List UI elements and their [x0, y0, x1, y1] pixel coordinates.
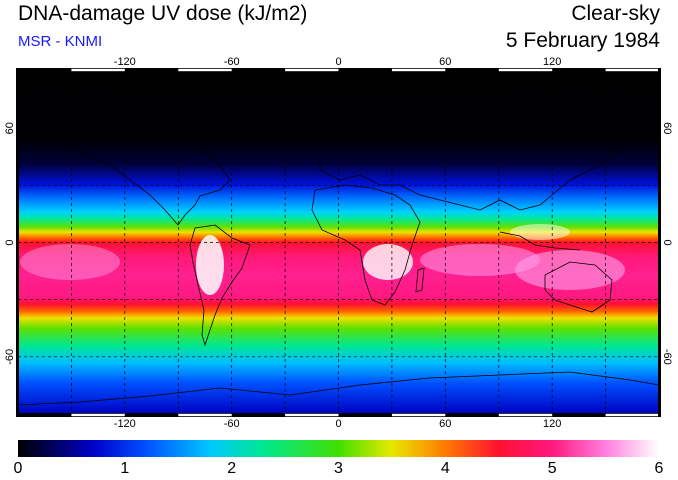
coast-south-america	[189, 224, 251, 347]
coastlines	[18, 94, 659, 406]
coast-greenland	[249, 94, 301, 131]
uv-highlights	[20, 224, 625, 295]
frame-bottom-gap	[605, 413, 659, 417]
source-label: MSR - KNMI	[18, 33, 103, 50]
lat-label-left-60: 60	[4, 122, 16, 134]
lat-label-right-0: 0	[661, 239, 673, 245]
frame-bottom-gap	[498, 413, 553, 417]
frame-top-gap	[605, 68, 659, 72]
lon-label-top-minus60: -60	[224, 56, 240, 68]
uv-dose-map: -120 -60 0 60 120 -120 -60 0 60 120 60 0…	[4, 56, 673, 430]
uv-peak-indonesia	[510, 224, 570, 240]
axis-labels: -120 -60 0 60 120 -120 -60 0 60 120 60 0…	[4, 56, 673, 430]
frame-bottom-gap	[178, 413, 232, 417]
coast-indonesia	[499, 231, 581, 251]
coast-antarctica	[18, 371, 659, 406]
frame-bottom-gap	[71, 413, 125, 417]
lat-label-right-60: 60	[661, 122, 673, 134]
colorbar-label: 1	[120, 460, 130, 477]
lon-label-top-0: 0	[335, 56, 341, 68]
coast-australia	[544, 261, 613, 313]
coast-madagascar	[415, 267, 425, 293]
uv-peak-africa	[363, 244, 413, 280]
lon-label-bottom-minus60: -60	[224, 418, 240, 430]
frame-bottom-gap	[285, 413, 339, 417]
lon-label-top-60: 60	[439, 56, 451, 68]
lon-label-bottom-minus120: -120	[114, 418, 136, 430]
lon-label-top-120: 120	[543, 56, 561, 68]
frame-top-gap	[391, 68, 446, 72]
colorbar	[18, 440, 659, 457]
sky-condition-label: Clear-sky	[571, 2, 660, 25]
date-label: 5 February 1984	[505, 29, 660, 52]
frame-top-gap	[285, 68, 339, 72]
lon-label-top-minus120: -120	[114, 56, 136, 68]
lat-label-left-minus60: -60	[4, 349, 16, 365]
frame-top-gap	[498, 68, 553, 72]
coast-europe-asia	[319, 124, 621, 211]
frame-top-gap	[71, 68, 125, 72]
colorbar-label: 5	[547, 460, 557, 477]
graticule	[18, 71, 659, 414]
frame-bottom-gap	[391, 413, 446, 417]
colorbar-label: 2	[227, 460, 237, 477]
uv-peak-pacific	[20, 244, 120, 280]
frame-left-bar	[16, 68, 19, 417]
frame-top-gap	[178, 68, 232, 72]
coast-north-america	[69, 127, 231, 226]
colorbar-label: 4	[440, 460, 450, 477]
lon-label-bottom-60: 60	[439, 418, 451, 430]
map-title: DNA-damage UV dose (kJ/m2)	[18, 2, 308, 25]
colorbar-label: 3	[334, 460, 343, 477]
lon-label-bottom-0: 0	[335, 418, 341, 430]
frame-right-bar	[658, 68, 661, 417]
uv-peak-indian-ocean	[420, 244, 540, 276]
colorbar-label: 6	[654, 460, 664, 477]
lat-label-left-0: 0	[4, 239, 16, 245]
uv-peak-south-america	[196, 235, 224, 295]
lat-label-right-minus60: -60	[661, 349, 673, 365]
lon-label-bottom-120: 120	[543, 418, 561, 430]
coast-africa	[311, 184, 421, 306]
uv-peak-australia	[515, 250, 625, 290]
map-frame	[16, 68, 661, 417]
colorbar-label: 0	[13, 460, 23, 477]
